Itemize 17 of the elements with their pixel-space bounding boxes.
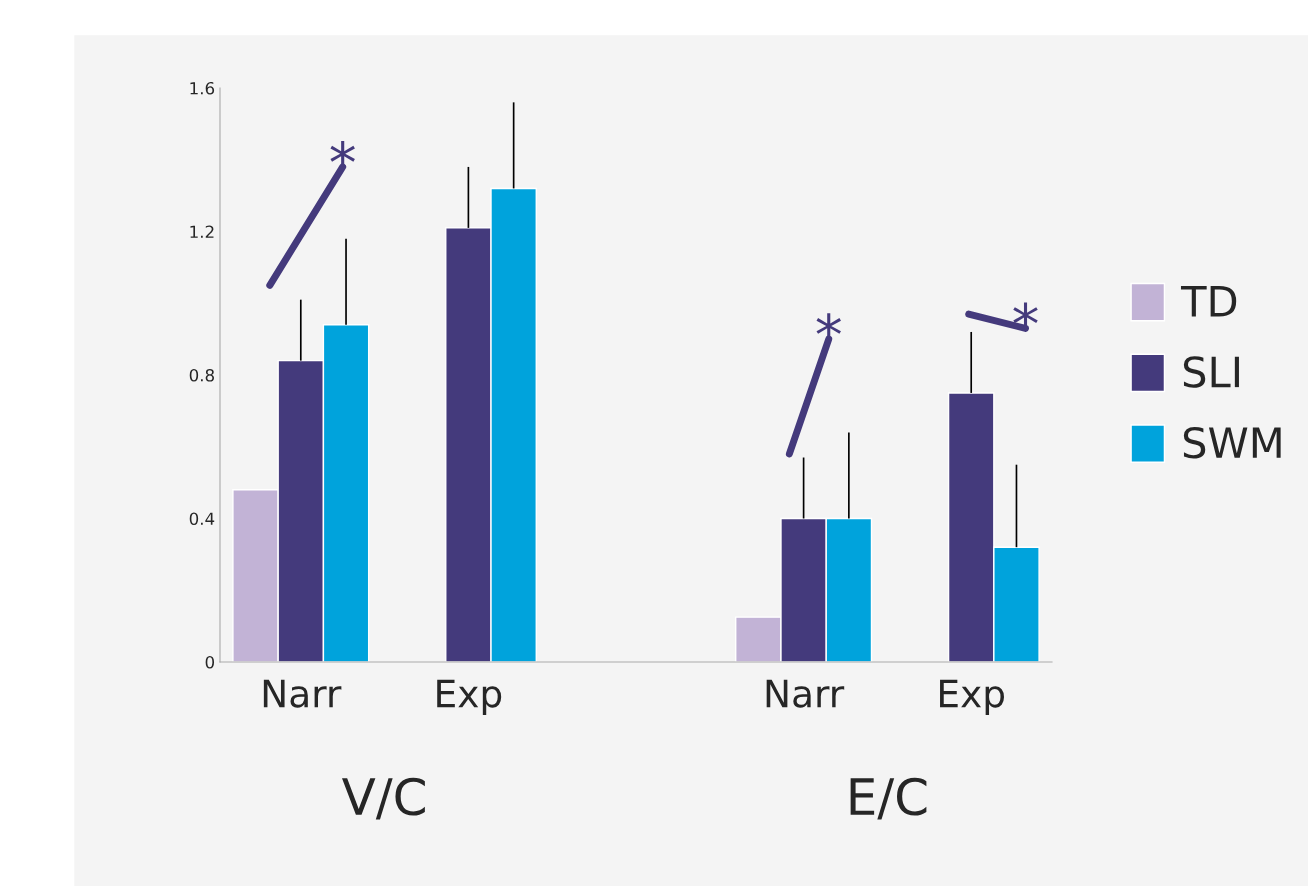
y-tick-label: 0 (205, 655, 215, 669)
legend-label: SWM (1183, 426, 1281, 459)
x-tick-label: Exp (437, 679, 502, 715)
y-tick-label: 0.4 (189, 512, 215, 526)
annotation: * (1013, 302, 1038, 328)
text: V/C (342, 777, 425, 820)
annotation: * (816, 313, 841, 339)
y-tick-label: 1.2 (190, 225, 214, 238)
annotation: * (330, 141, 355, 167)
y-tick-label: 0.8 (189, 368, 214, 382)
y-tick-label: 1.6 (190, 81, 215, 95)
x-tick-label: Exp (940, 679, 1005, 715)
legend-label: TD (1180, 286, 1237, 317)
text: E/C (850, 777, 927, 820)
x-tick-label: Narr (766, 679, 845, 708)
legend-label: SLI (1183, 356, 1239, 388)
x-tick-label: Narr (263, 679, 342, 708)
